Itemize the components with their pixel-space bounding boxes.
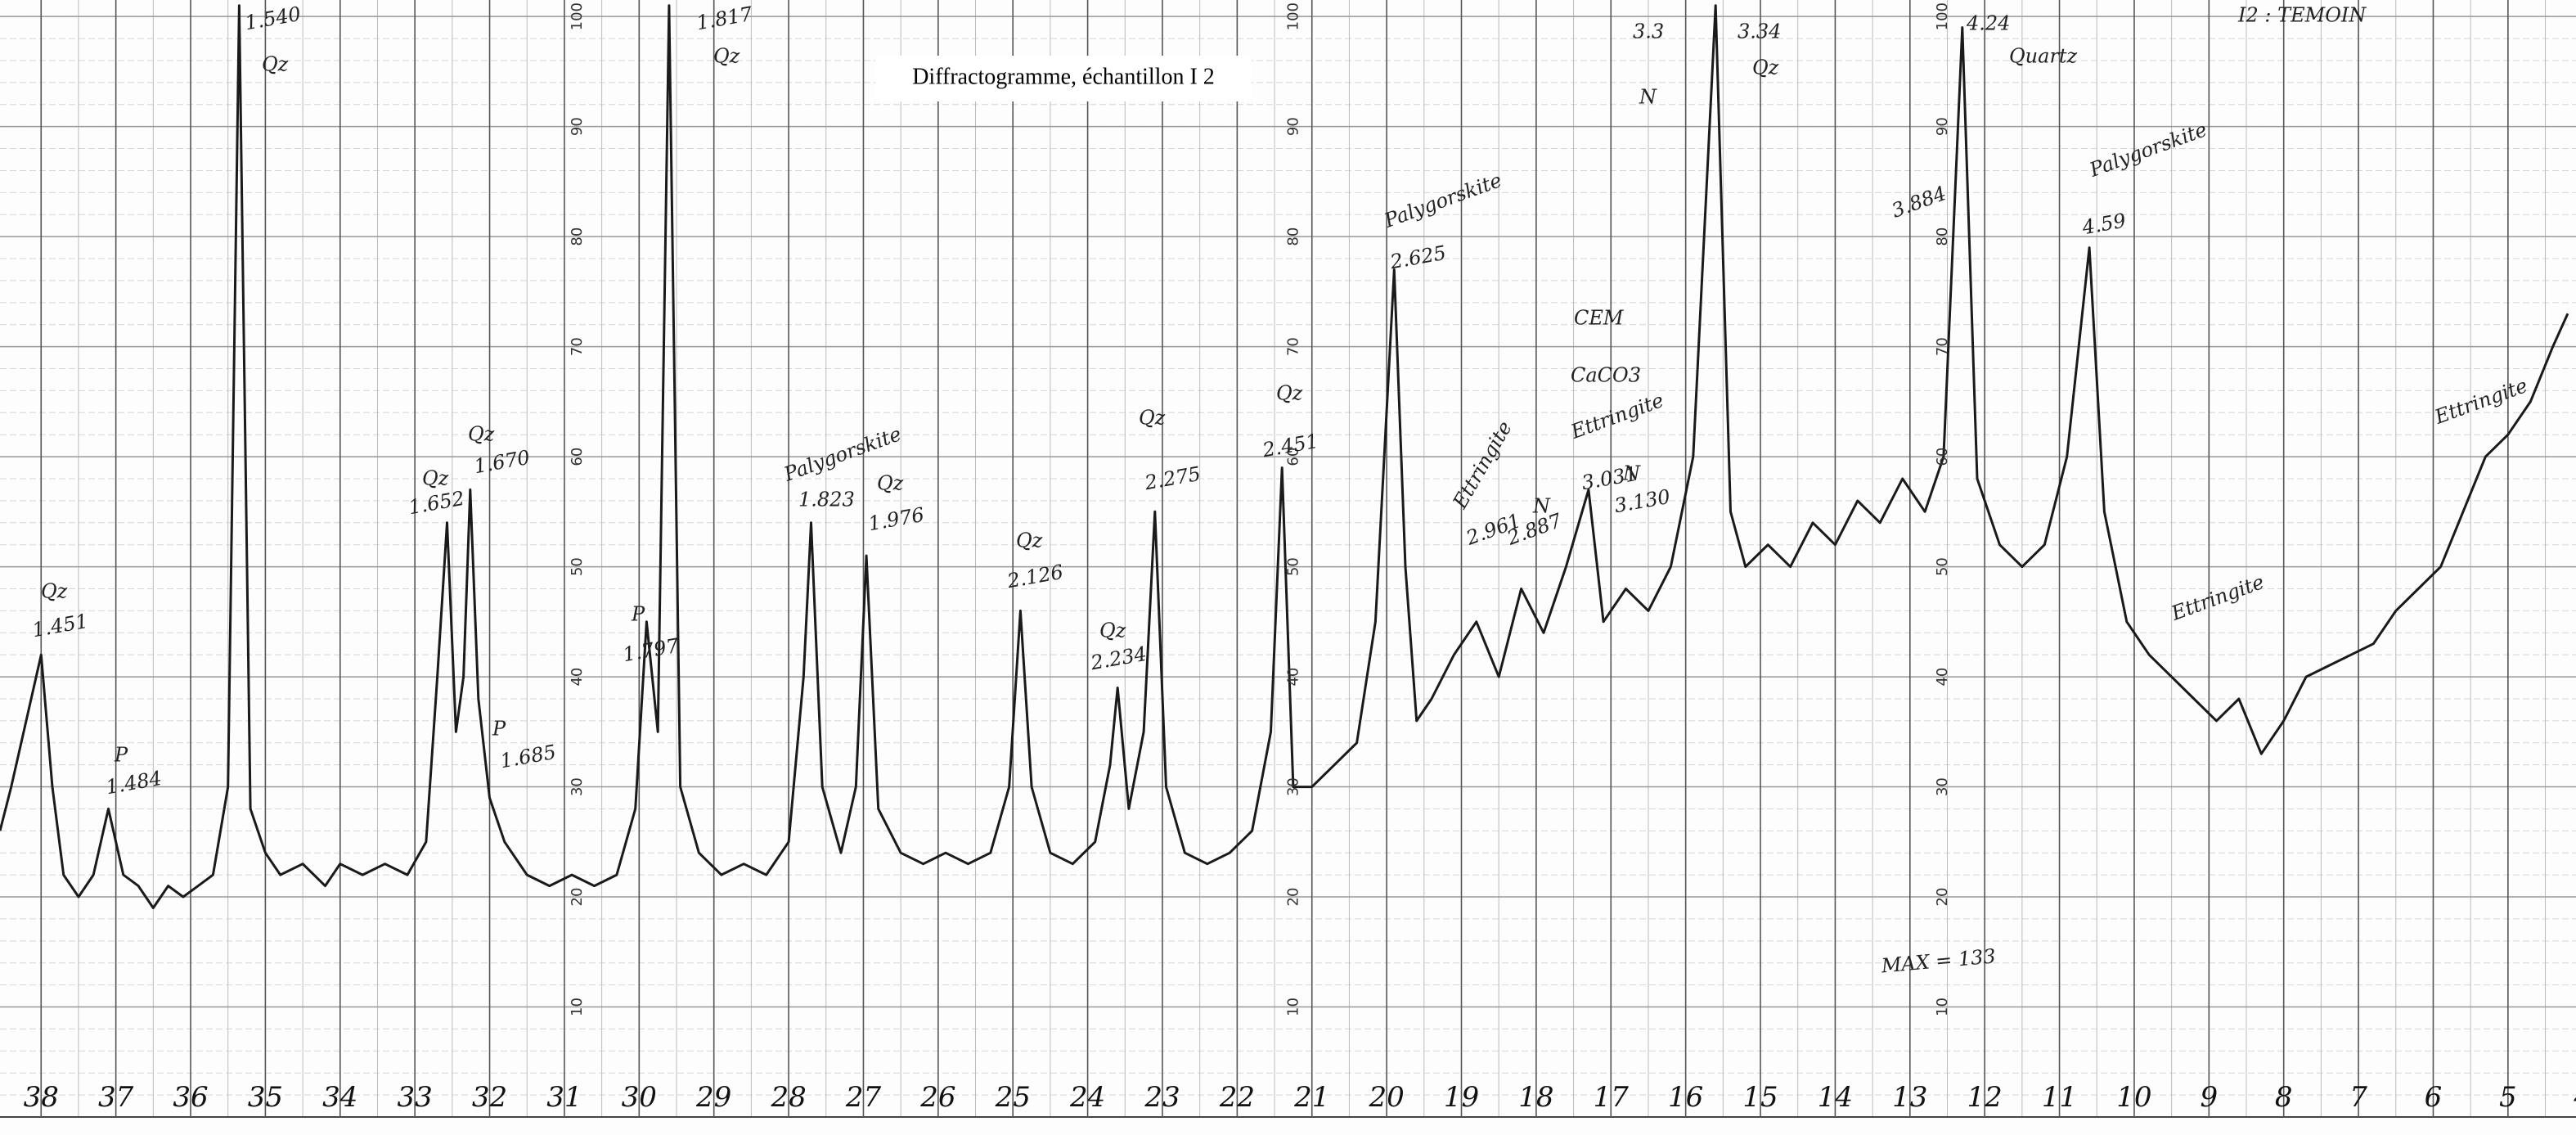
y-tick-label: 10 — [1934, 998, 1951, 1016]
annotation: P — [492, 718, 506, 741]
x-tick-label: 15 — [1742, 1081, 1778, 1114]
annotation: Quartz — [2009, 45, 2078, 68]
x-tick-label: 9 — [2200, 1081, 2218, 1114]
x-tick-label: 4 — [2573, 1081, 2576, 1114]
annotation: CEM — [1574, 307, 1625, 330]
annotation: Qz — [1276, 382, 1303, 405]
x-tick-label: 30 — [622, 1081, 657, 1114]
title-box — [875, 56, 1252, 101]
x-tick-label: 14 — [1818, 1081, 1853, 1114]
x-tick-label: 31 — [546, 1081, 582, 1114]
x-tick-label: 18 — [1518, 1081, 1553, 1114]
y-tick-label: 50 — [1285, 557, 1302, 576]
x-tick-label: 5 — [2499, 1081, 2517, 1114]
y-tick-label: 60 — [1285, 448, 1302, 466]
x-tick-label: 28 — [770, 1081, 806, 1114]
annotation: I2 : TEMOIN — [2237, 4, 2367, 27]
y-tick-label: 70 — [1285, 337, 1302, 356]
y-tick-label: 20 — [1934, 888, 1951, 907]
y-tick-label: 80 — [1934, 227, 1951, 246]
y-tick-label: 70 — [569, 337, 586, 356]
x-tick-label: 8 — [2275, 1081, 2293, 1114]
y-tick-label: 40 — [1934, 668, 1951, 687]
x-tick-label: 22 — [1219, 1081, 1255, 1114]
y-tick-label: 80 — [569, 227, 586, 246]
x-tick-label: 27 — [845, 1081, 882, 1114]
y-tick-label: 70 — [1934, 337, 1951, 356]
annotation: P — [114, 744, 128, 767]
x-tick-label: 29 — [695, 1081, 731, 1114]
y-tick-label: 60 — [569, 448, 586, 466]
y-tick-label: 60 — [1934, 448, 1951, 466]
y-tick-label: 10 — [1285, 998, 1302, 1016]
y-tick-label: 20 — [1285, 888, 1302, 907]
y-tick-label: 30 — [569, 777, 586, 796]
x-tick-label: 37 — [98, 1081, 134, 1114]
y-tick-label: 50 — [1934, 557, 1951, 576]
annotation: Qz — [1016, 529, 1043, 552]
y-tick-label: 100 — [569, 2, 586, 30]
x-tick-label: 35 — [248, 1081, 283, 1114]
annotation: Qz — [713, 45, 740, 68]
x-tick-label: 19 — [1444, 1081, 1479, 1114]
x-tick-label: 16 — [1668, 1081, 1703, 1114]
y-tick-label: 50 — [569, 557, 586, 576]
x-tick-label: 26 — [919, 1081, 955, 1114]
annotation: Qz — [468, 423, 495, 446]
y-tick-label: 20 — [569, 888, 586, 907]
annotation: N — [1639, 86, 1657, 109]
annotation: 1.823 — [798, 489, 855, 511]
annotation: Qz — [41, 580, 68, 603]
annotation: Qz — [262, 53, 289, 76]
annotation: 3.3 — [1633, 20, 1664, 43]
y-tick-label: 90 — [569, 117, 586, 136]
x-tick-label: 11 — [2042, 1081, 2077, 1114]
annotation: P — [631, 603, 645, 626]
x-tick-label: 24 — [1069, 1081, 1105, 1114]
x-tick-label: 6 — [2425, 1081, 2443, 1114]
trace — [0, 4, 2569, 909]
trace-layer — [0, 4, 2569, 909]
y-tick-label: 40 — [1285, 668, 1302, 687]
annotation: CaCO3 — [1571, 364, 1641, 387]
annotation: Qz — [1752, 56, 1779, 79]
x-tick-label: 13 — [1892, 1081, 1927, 1114]
x-tick-label: 25 — [995, 1081, 1031, 1114]
y-tick-label: 40 — [569, 668, 586, 687]
annotation: Qz — [1099, 619, 1126, 642]
x-tick-label: 34 — [322, 1081, 357, 1114]
x-tick-label: 20 — [1368, 1081, 1404, 1114]
x-tick-label: 17 — [1594, 1081, 1630, 1114]
annotation: 4.24 — [1966, 12, 2010, 35]
x-tick-label: 36 — [173, 1081, 208, 1114]
x-tick-label: 21 — [1293, 1081, 1329, 1114]
y-tick-label: 80 — [1285, 227, 1302, 246]
y-tick-label: 10 — [569, 998, 586, 1016]
annotation: Qz — [422, 467, 449, 490]
annotation: Qz — [1139, 407, 1166, 430]
x-tick-label: 33 — [398, 1081, 433, 1114]
x-tick-label: 10 — [2116, 1081, 2151, 1114]
x-tick-label: 7 — [2349, 1081, 2367, 1114]
y-tick-label: 90 — [1285, 117, 1302, 136]
annotation: 3.34 — [1738, 20, 1781, 43]
annotation: N — [1622, 462, 1641, 485]
y-tick-label: 100 — [1934, 2, 1951, 30]
x-tick-label: 12 — [1967, 1081, 2003, 1114]
x-tick-label: 38 — [24, 1081, 59, 1114]
annotation: Qz — [877, 472, 904, 495]
y-tick-label: 90 — [1934, 117, 1951, 136]
y-tick-label: 30 — [1285, 777, 1302, 796]
annotation: N — [1532, 495, 1551, 518]
y-tick-label: 30 — [1934, 777, 1951, 796]
y-tick-label: 100 — [1285, 2, 1302, 30]
chart-title: Diffractogramme, échantillon I 2 — [912, 64, 1215, 89]
x-tick-label: 32 — [472, 1081, 507, 1114]
x-tick-label: 23 — [1144, 1081, 1180, 1114]
